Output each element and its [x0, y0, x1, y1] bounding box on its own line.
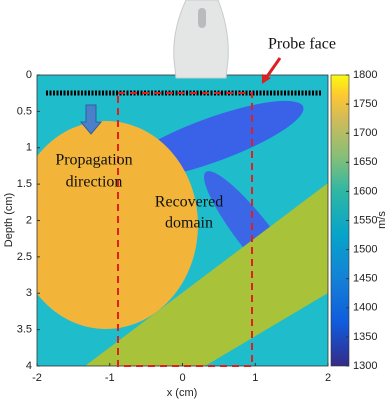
annotation: Propagation [55, 152, 132, 169]
recovered-region [117, 92, 253, 367]
x-tick-label: -1 [105, 372, 115, 384]
probe-icon [173, 0, 229, 79]
x-tick-label: -2 [32, 372, 42, 384]
colorbar-tick-label: 1600 [353, 185, 377, 197]
y-axis-label: Depth (cm) [3, 193, 15, 247]
colorbar-tick-label: 1500 [353, 244, 377, 256]
probe-arrow [264, 57, 282, 79]
x-tick-label: 0 [179, 372, 185, 384]
colorbar-tick-label: 1550 [353, 214, 377, 226]
colorbar-tick-label: 1650 [353, 156, 377, 168]
y-tick-label: 3 [26, 287, 32, 299]
x-tick-label: 2 [325, 372, 331, 384]
colorbar-tick-label: 1450 [353, 273, 377, 285]
annotation: domain [165, 215, 213, 232]
annotation: Probe face [268, 36, 336, 53]
annotation: Recovered [155, 194, 223, 211]
y-tick-label: 0 [26, 69, 32, 81]
speed-map [37, 75, 328, 366]
colorbar-tick-label: 1300 [353, 360, 377, 372]
colorbar-tick-label: 1800 [353, 69, 377, 81]
y-tick-label: 1.5 [17, 178, 32, 190]
x-tick-label: 1 [252, 372, 258, 384]
y-tick-label: 3.5 [17, 324, 32, 336]
propagation-arrow [79, 104, 103, 135]
colorbar-label: m/s [376, 211, 388, 229]
y-tick-label: 0.5 [17, 105, 32, 117]
y-tick-label: 1 [26, 142, 32, 154]
y-tick-label: 4 [26, 360, 32, 372]
colorbar-tick-label: 1750 [353, 98, 377, 110]
y-tick-label: 2.5 [17, 251, 32, 263]
annotation: direction [66, 174, 123, 191]
probe-arrow-head [262, 74, 271, 84]
colorbar-tick-label: 1350 [353, 331, 377, 343]
y-tick-label: 2 [26, 214, 32, 226]
colorbar-tick-label: 1700 [353, 127, 377, 139]
colorbar-tick-label: 1400 [353, 302, 377, 314]
x-axis-label: x (cm) [167, 387, 198, 399]
